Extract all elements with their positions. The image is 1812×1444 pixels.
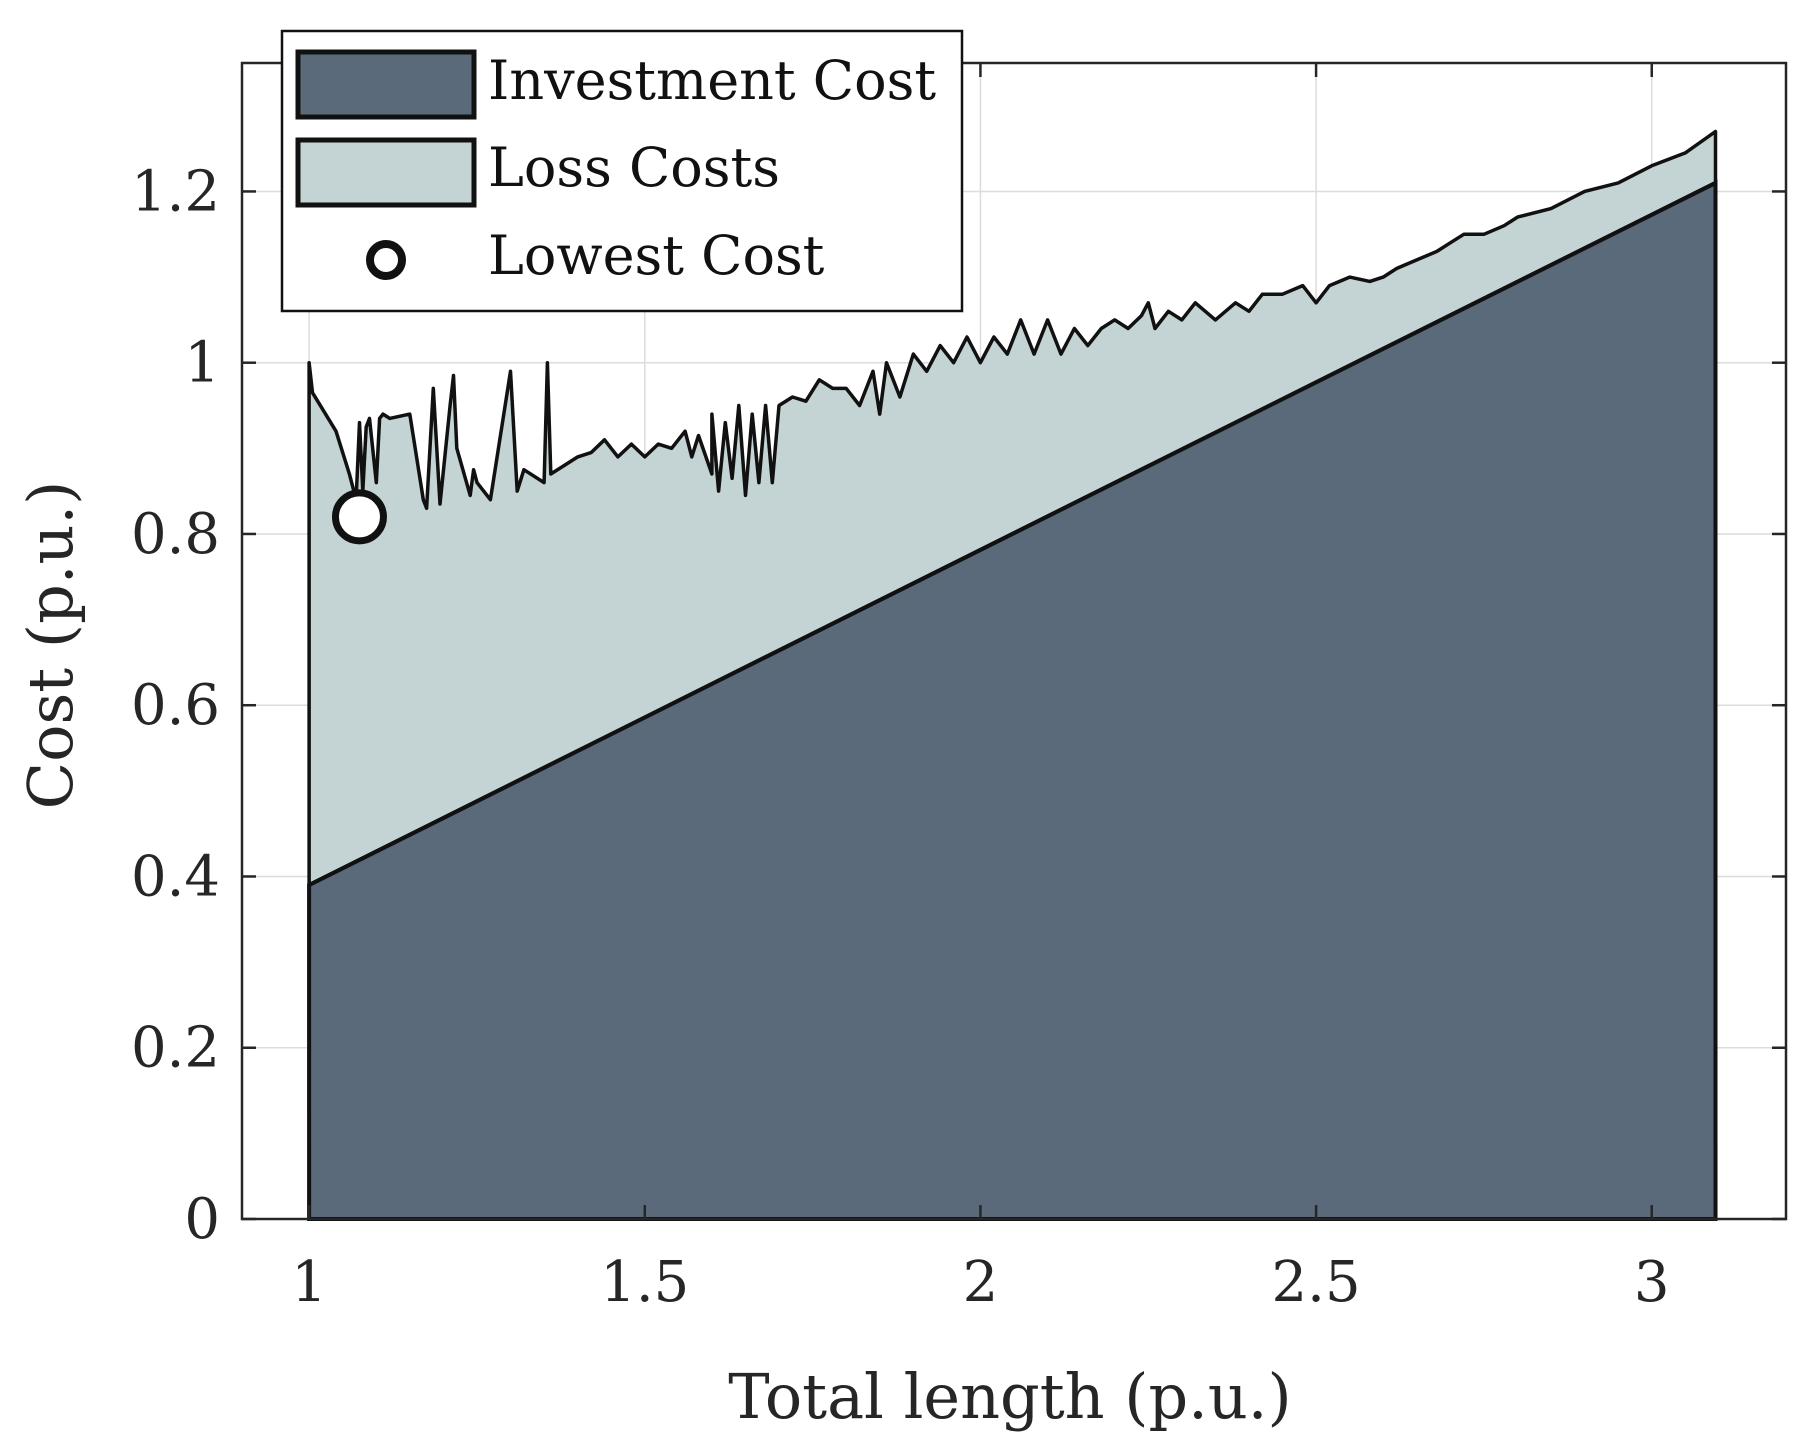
tick-labels: 1 1.5 2 2.5 3 0 0.2 0.4 0.6 0.8 1 1.2 <box>131 159 1670 1315</box>
x-tick-label: 2.5 <box>1272 1250 1361 1315</box>
axes-frame <box>240 61 1788 1221</box>
x-axis-title: Total length (p.u.) <box>728 1360 1291 1433</box>
x-tick-label: 3 <box>1634 1250 1670 1315</box>
y-tick-label: 0.8 <box>131 502 220 567</box>
legend-marker-lowest-cost-icon <box>366 240 406 280</box>
total-cost-line <box>307 129 1718 1220</box>
legend-label-lowest-cost: Lowest Cost <box>488 224 825 287</box>
y-tick-label: 0.2 <box>131 1016 220 1081</box>
x-tick-label: 1.5 <box>600 1250 689 1315</box>
investment-cost-line <box>308 181 1717 887</box>
ticks <box>242 63 1786 1221</box>
y-tick-label: 0 <box>184 1187 220 1252</box>
legend-label-loss: Loss Costs <box>488 136 780 199</box>
y-tick-label: 1 <box>184 331 220 396</box>
x-tick-label: 1 <box>291 1250 327 1315</box>
x-tick-label: 2 <box>963 1250 999 1315</box>
y-tick-label: 0.6 <box>131 673 220 738</box>
legend-swatch-investment <box>295 49 477 120</box>
legend-label-investment: Investment Cost <box>488 49 936 112</box>
y-tick-label: 0.4 <box>131 844 220 909</box>
legend: Investment Cost Loss Costs Lowest Cost <box>280 29 964 313</box>
y-axis-title: Cost (p.u.) <box>14 481 87 810</box>
lowest-cost-marker <box>331 489 387 545</box>
y-tick-label: 1.2 <box>131 159 220 224</box>
area-layer <box>307 129 1718 1221</box>
legend-swatch-loss <box>295 137 477 208</box>
